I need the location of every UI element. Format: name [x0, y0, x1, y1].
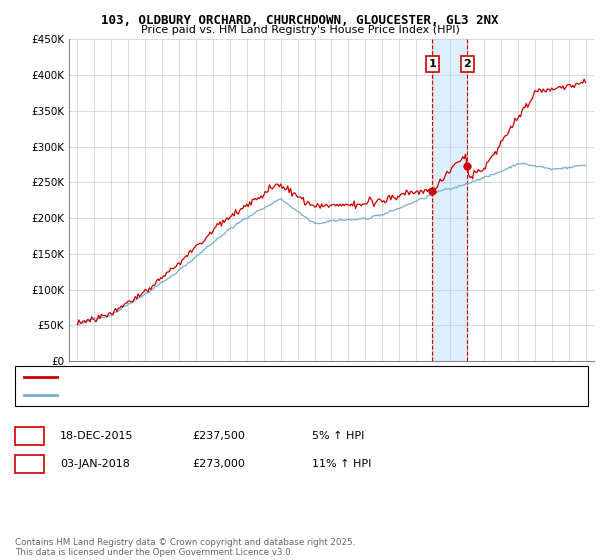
Text: 2: 2 — [25, 458, 34, 471]
Text: Price paid vs. HM Land Registry's House Price Index (HPI): Price paid vs. HM Land Registry's House … — [140, 25, 460, 35]
Text: 5% ↑ HPI: 5% ↑ HPI — [312, 431, 364, 441]
Text: 103, OLDBURY ORCHARD, CHURCHDOWN, GLOUCESTER, GL3 2NX (semi-detached house): 103, OLDBURY ORCHARD, CHURCHDOWN, GLOUCE… — [63, 372, 511, 381]
Text: 18-DEC-2015: 18-DEC-2015 — [60, 431, 133, 441]
Text: Contains HM Land Registry data © Crown copyright and database right 2025.
This d: Contains HM Land Registry data © Crown c… — [15, 538, 355, 557]
Text: 1: 1 — [25, 429, 34, 442]
Text: 1: 1 — [428, 59, 436, 69]
Text: 11% ↑ HPI: 11% ↑ HPI — [312, 459, 371, 469]
Text: £237,500: £237,500 — [192, 431, 245, 441]
Text: 03-JAN-2018: 03-JAN-2018 — [60, 459, 130, 469]
Bar — [433, 39, 467, 361]
Text: £273,000: £273,000 — [192, 459, 245, 469]
Text: 2: 2 — [463, 59, 471, 69]
Text: 103, OLDBURY ORCHARD, CHURCHDOWN, GLOUCESTER, GL3 2NX: 103, OLDBURY ORCHARD, CHURCHDOWN, GLOUCE… — [101, 14, 499, 27]
Text: HPI: Average price, semi-detached house, Tewkesbury: HPI: Average price, semi-detached house,… — [63, 390, 333, 400]
